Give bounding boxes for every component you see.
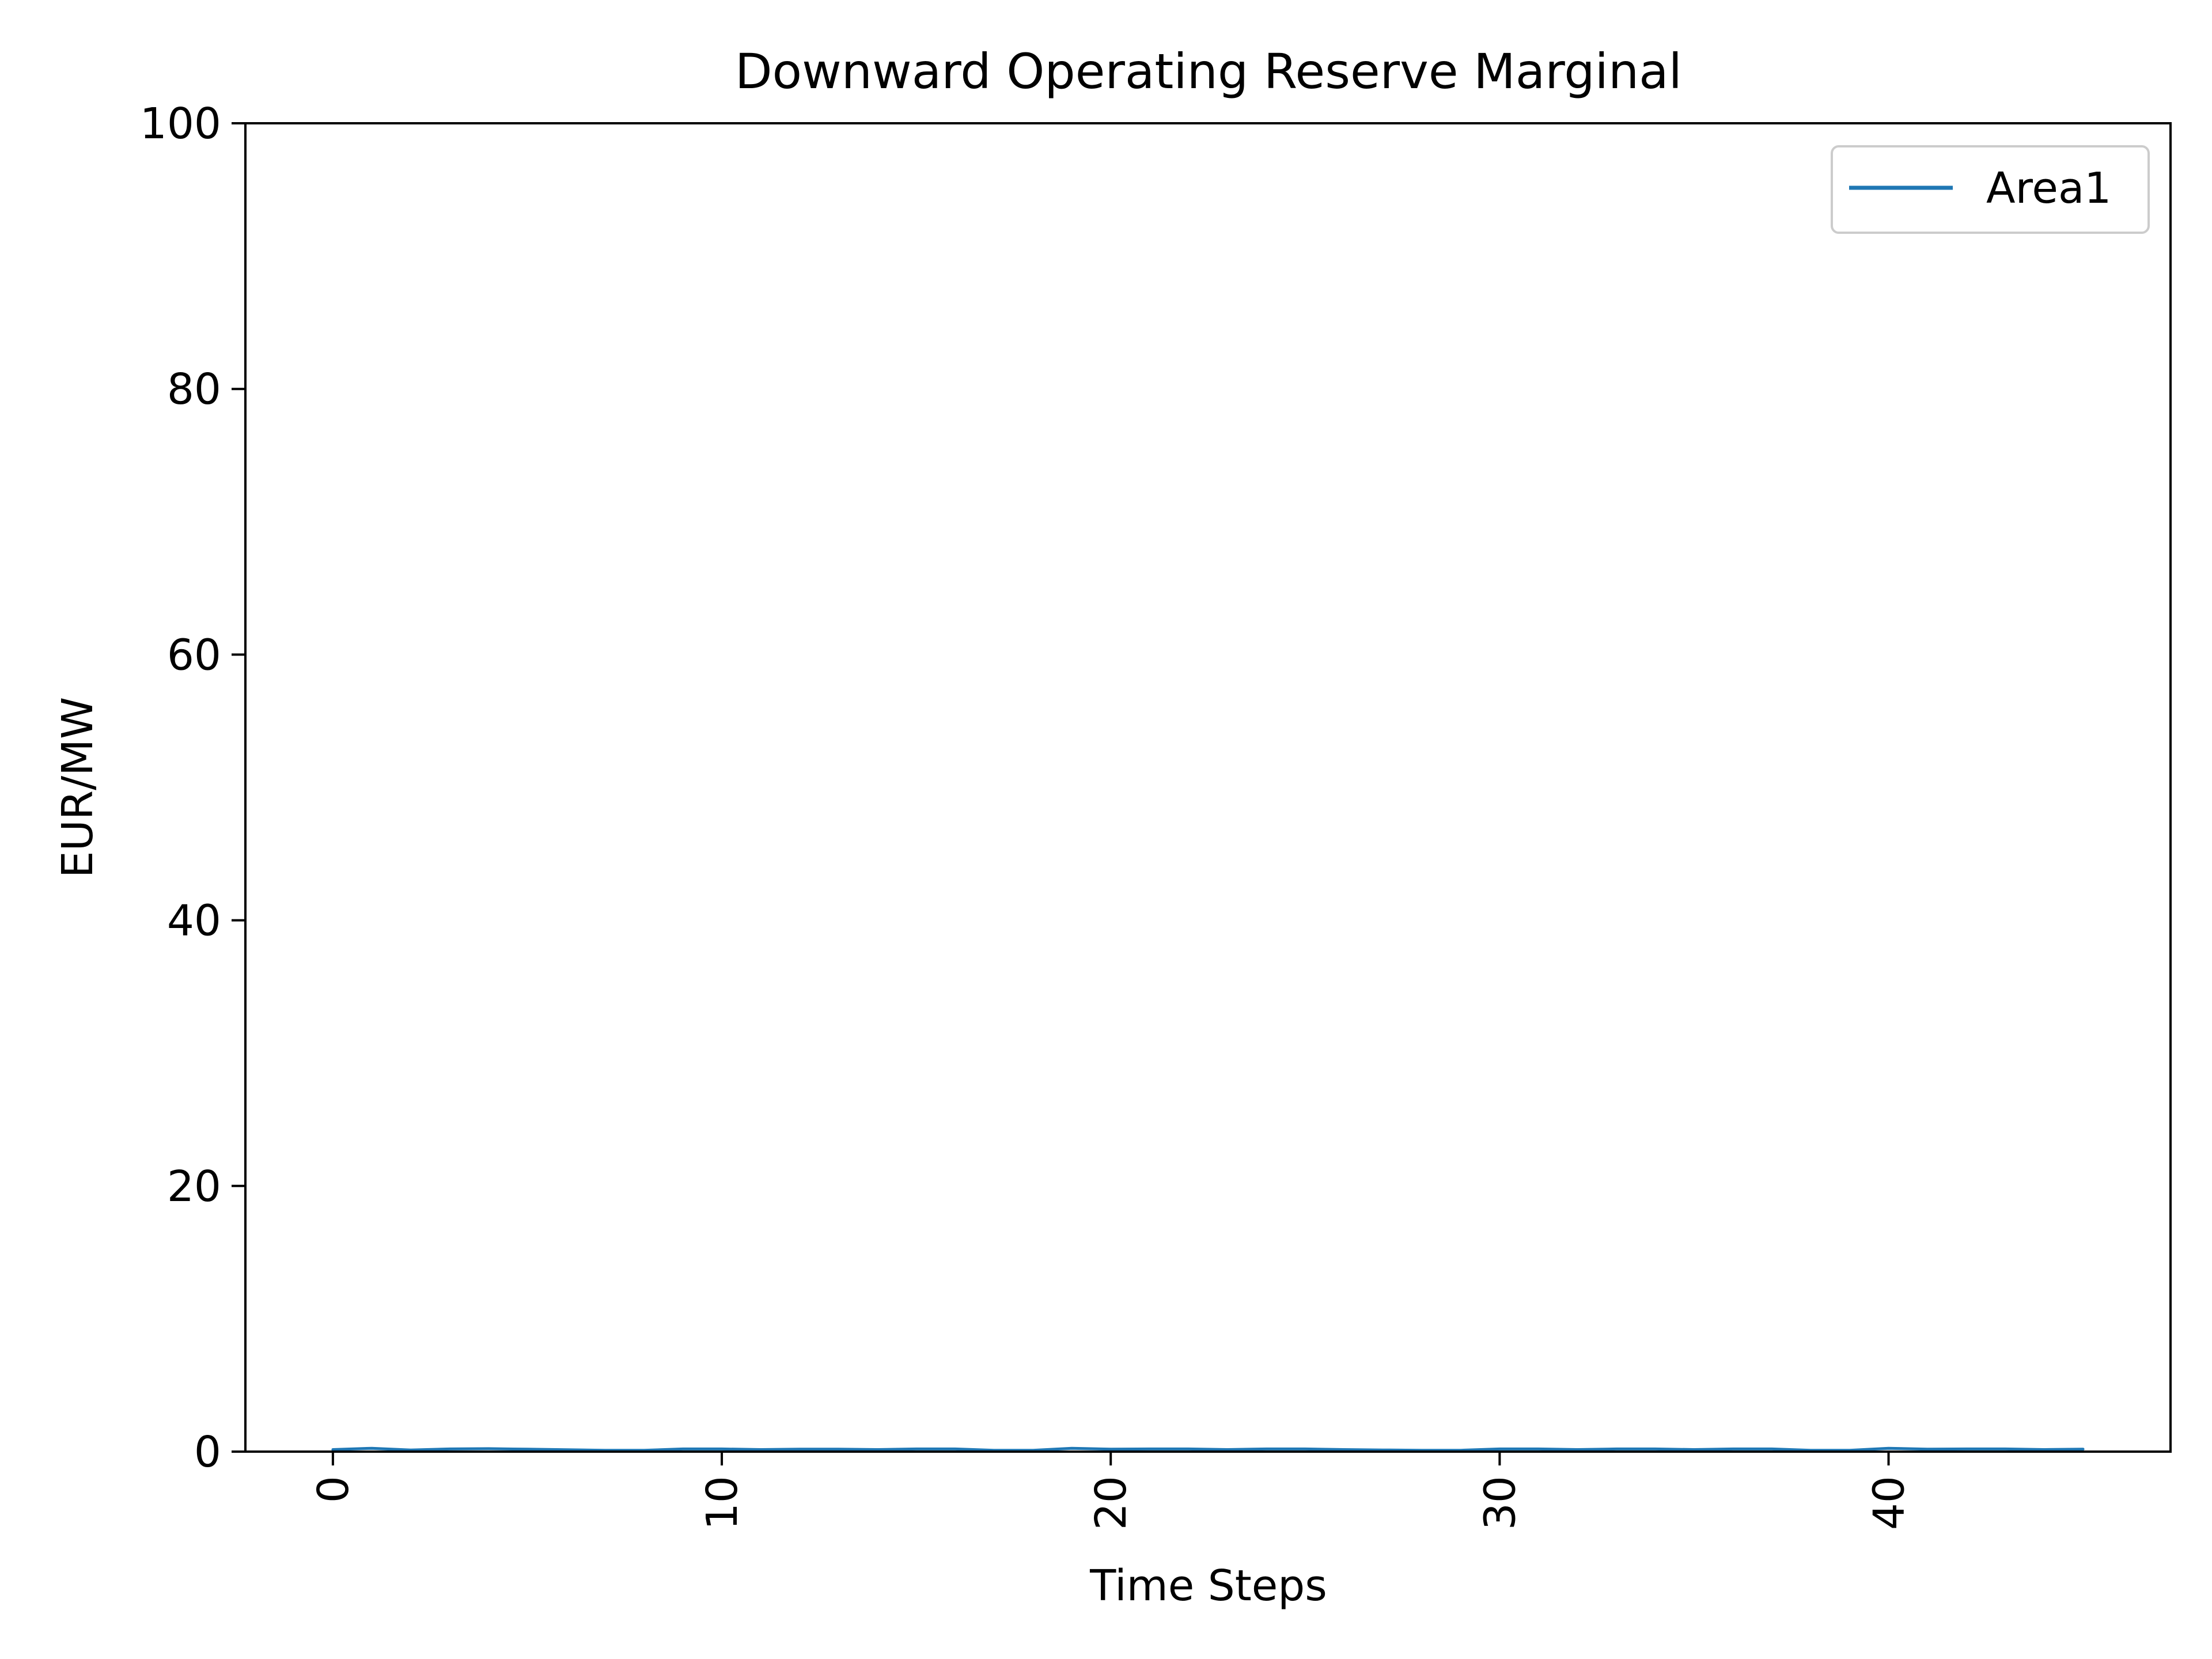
- legend-box: [1831, 145, 2150, 234]
- x-tick-label: 20: [1086, 1476, 1136, 1530]
- y-tick-label: 40: [167, 896, 221, 946]
- y-tick-label: 0: [194, 1427, 221, 1477]
- legend-label-area1: Area1: [1986, 164, 2111, 213]
- y-tick-label: 60: [167, 630, 221, 680]
- y-tick-label: 100: [140, 99, 221, 149]
- x-axis-label: Time Steps: [1089, 1561, 1327, 1611]
- y-tick-label: 20: [167, 1162, 221, 1211]
- x-axis-ticks: 0 10 20 30 40: [309, 1452, 1914, 1530]
- x-tick-label: 0: [309, 1476, 358, 1503]
- x-tick-label: 30: [1475, 1476, 1525, 1530]
- y-axis-ticks: 0 20 40 60 80 100: [140, 99, 245, 1477]
- series-layer: [331, 1446, 2085, 1452]
- x-tick-label: 40: [1865, 1476, 1914, 1530]
- x-tick-label: 10: [698, 1476, 747, 1530]
- chart-title: Downward Operating Reserve Marginal: [735, 43, 1682, 100]
- legend: Area1: [1831, 145, 2150, 234]
- y-axis-label: EUR/MW: [53, 697, 103, 878]
- y-tick-label: 80: [167, 365, 221, 414]
- plot-frame: [244, 122, 2172, 1453]
- series-line-area1: [331, 1446, 2085, 1452]
